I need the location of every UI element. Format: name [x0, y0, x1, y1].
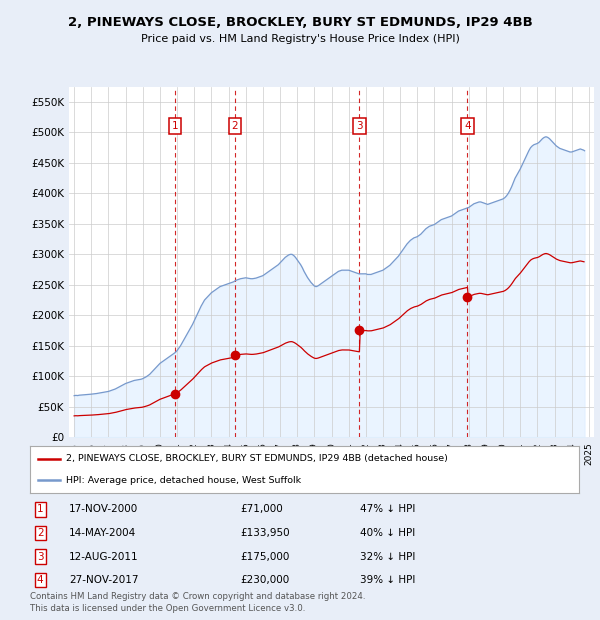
Text: £230,000: £230,000: [240, 575, 289, 585]
Text: 39% ↓ HPI: 39% ↓ HPI: [360, 575, 415, 585]
Text: 1: 1: [172, 122, 178, 131]
Text: 47% ↓ HPI: 47% ↓ HPI: [360, 505, 415, 515]
Text: 2: 2: [37, 528, 44, 538]
Text: 27-NOV-2017: 27-NOV-2017: [69, 575, 139, 585]
Text: 12-AUG-2011: 12-AUG-2011: [69, 552, 139, 562]
Text: 2, PINEWAYS CLOSE, BROCKLEY, BURY ST EDMUNDS, IP29 4BB: 2, PINEWAYS CLOSE, BROCKLEY, BURY ST EDM…: [68, 16, 532, 29]
Text: 3: 3: [356, 122, 362, 131]
Text: £175,000: £175,000: [240, 552, 289, 562]
Text: £133,950: £133,950: [240, 528, 290, 538]
Text: 2, PINEWAYS CLOSE, BROCKLEY, BURY ST EDMUNDS, IP29 4BB (detached house): 2, PINEWAYS CLOSE, BROCKLEY, BURY ST EDM…: [65, 454, 448, 464]
Text: 17-NOV-2000: 17-NOV-2000: [69, 505, 138, 515]
Text: HPI: Average price, detached house, West Suffolk: HPI: Average price, detached house, West…: [65, 476, 301, 485]
Text: 3: 3: [37, 552, 44, 562]
Text: 4: 4: [464, 122, 470, 131]
Text: 40% ↓ HPI: 40% ↓ HPI: [360, 528, 415, 538]
Text: £71,000: £71,000: [240, 505, 283, 515]
Text: 2: 2: [232, 122, 238, 131]
Text: Contains HM Land Registry data © Crown copyright and database right 2024.: Contains HM Land Registry data © Crown c…: [30, 592, 365, 601]
Text: 32% ↓ HPI: 32% ↓ HPI: [360, 552, 415, 562]
Text: 1: 1: [37, 505, 44, 515]
Text: Price paid vs. HM Land Registry's House Price Index (HPI): Price paid vs. HM Land Registry's House …: [140, 34, 460, 44]
Text: This data is licensed under the Open Government Licence v3.0.: This data is licensed under the Open Gov…: [30, 603, 305, 613]
Text: 4: 4: [37, 575, 44, 585]
Text: 14-MAY-2004: 14-MAY-2004: [69, 528, 136, 538]
